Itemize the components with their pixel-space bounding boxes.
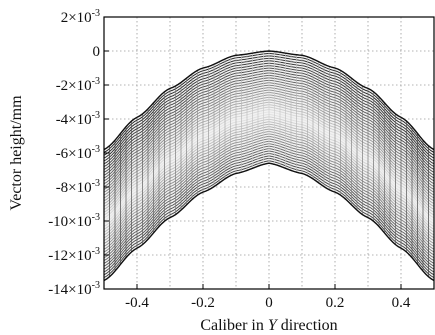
x-tick-label: 0 xyxy=(265,295,273,311)
x-tick-label: 0.4 xyxy=(392,295,411,311)
y-tick-label: 0 xyxy=(93,44,101,60)
surface-lower-edge xyxy=(104,162,434,282)
y-axis-label: Vector height/mm xyxy=(8,95,25,211)
x-tick-label: 0.2 xyxy=(326,295,345,311)
x-axis: -0.4 -0.2 0 0.2 0.4 xyxy=(125,284,411,311)
surface-upper-edge xyxy=(104,50,434,151)
y-tick-label: -8×10-3 xyxy=(56,178,100,196)
y-axis: 2×10-3 0 -2×10-3 -4×10-3 -6×10-3 -8×10-3 -10×1… xyxy=(48,8,109,298)
y-tick-label: 2×10-3 xyxy=(61,8,100,26)
y-tick-label: -14×10-3 xyxy=(48,280,100,298)
surface-mesh xyxy=(104,50,434,282)
y-tick-label: -12×10-3 xyxy=(48,246,100,264)
x-tick-label: -0.4 xyxy=(125,295,149,311)
y-tick-label: -4×10-3 xyxy=(56,110,100,128)
y-tick-label: -2×10-3 xyxy=(56,76,100,94)
x-axis-label: Caliber in Y direction xyxy=(200,317,337,334)
y-tick-label: -10×10-3 xyxy=(48,212,100,230)
y-tick-label: -6×10-3 xyxy=(56,144,100,162)
x-tick-label: -0.2 xyxy=(191,295,215,311)
